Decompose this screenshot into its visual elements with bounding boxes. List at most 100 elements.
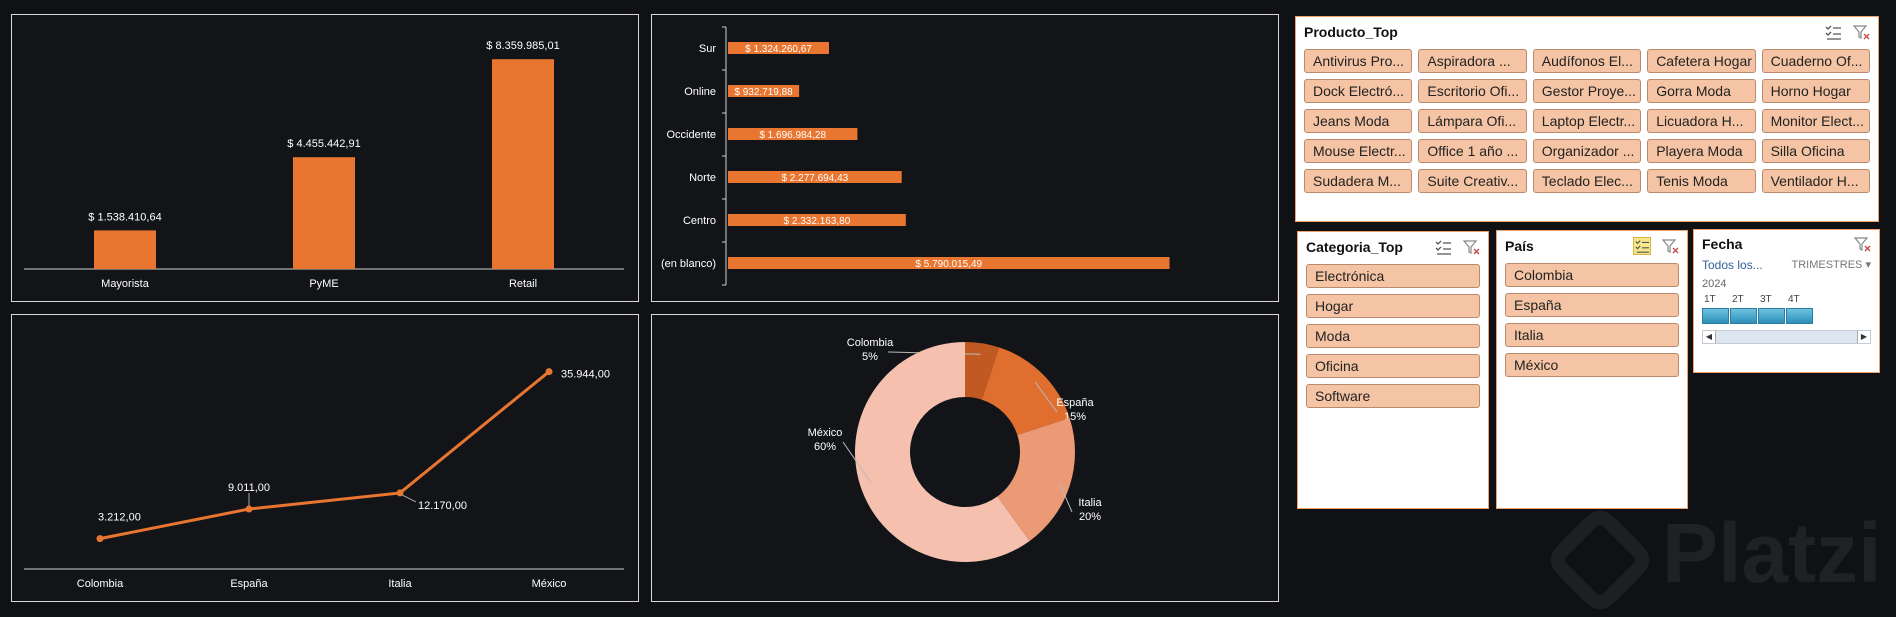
timeline-scrollbar[interactable]: ◀ ▶ — [1702, 330, 1871, 344]
slice-category-label: Italia — [1078, 497, 1102, 509]
data-point — [396, 489, 404, 497]
slice-category-label: México — [808, 427, 843, 439]
slicer-item[interactable]: Teclado Elec... — [1532, 169, 1642, 193]
slicer-item[interactable]: Mouse Electr... — [1304, 139, 1413, 163]
slicer-item[interactable]: Electrónica — [1306, 264, 1480, 288]
data-point — [545, 368, 553, 376]
watermark-text: Platzi — [1662, 506, 1882, 600]
slicer-header: País — [1497, 231, 1687, 261]
slicer-header: Producto_Top — [1296, 17, 1878, 47]
clear-filter-icon[interactable] — [1462, 238, 1480, 256]
slicer-item[interactable]: Italia — [1505, 323, 1679, 347]
bar-value-label: $ 5.790.015,49 — [915, 259, 982, 270]
timeline-quarters: 1T 2T 3T 4T — [1702, 294, 1871, 330]
bar-value-label: $ 932.719,88 — [734, 87, 793, 98]
slice-category-label: Colombia — [847, 337, 894, 349]
slicer-item[interactable]: Laptop Electr... — [1532, 109, 1642, 133]
bar — [728, 85, 800, 97]
timeline-level-dropdown[interactable]: TRIMESTRES ▾ — [1791, 259, 1872, 271]
slicer-item[interactable]: Sudadera M... — [1304, 169, 1413, 193]
producto-slicer: Producto_Top Antivirus Pro... Aspiradora … — [1295, 16, 1879, 222]
slicer-items: Electrónica Hogar Moda Oficina Software — [1298, 262, 1488, 416]
slicer-item[interactable]: Oficina — [1306, 354, 1480, 378]
slicer-item[interactable]: Lámpara Ofi... — [1418, 109, 1527, 133]
scroll-right-icon[interactable]: ▶ — [1857, 331, 1870, 343]
data-value-label: 9.011,00 — [228, 482, 270, 494]
data-point — [245, 505, 253, 513]
bar — [728, 128, 858, 140]
slicer-item[interactable]: Moda — [1306, 324, 1480, 348]
categoria-slicer: Categoria_Top Electrónica Hogar Moda Oficin… — [1297, 231, 1489, 509]
donut-slice — [981, 347, 1070, 436]
slicer-item[interactable]: Silla Oficina — [1761, 139, 1870, 163]
quarter-bar[interactable] — [1730, 308, 1757, 324]
category-label: España — [230, 578, 268, 590]
slicer-item[interactable]: Jeans Moda — [1304, 109, 1413, 133]
category-label: Colombia — [77, 578, 124, 590]
quarter-bar[interactable] — [1702, 308, 1729, 324]
slicer-item[interactable]: Dock Electró... — [1304, 79, 1413, 103]
slicer-item[interactable]: Licuadora H... — [1647, 109, 1756, 133]
slicer-item[interactable]: Aspiradora ... — [1418, 49, 1527, 73]
slicer-title: Categoria_Top — [1306, 239, 1403, 255]
category-label: Online — [684, 86, 716, 98]
quarter-bar[interactable] — [1758, 308, 1785, 324]
slicer-item[interactable]: Antivirus Pro... — [1304, 49, 1413, 73]
multi-select-icon[interactable] — [1633, 237, 1651, 255]
slice-percent-label: 5% — [862, 351, 878, 363]
donut-slice — [997, 418, 1075, 541]
timeline-selection: Todos los... — [1702, 258, 1763, 272]
timeline-year: 2024 — [1702, 278, 1727, 290]
category-label: Mayorista — [101, 278, 150, 290]
slicer-title: País — [1505, 238, 1534, 254]
slicer-item[interactable]: Audífonos El... — [1532, 49, 1642, 73]
slicer-item[interactable]: Organizador ... — [1532, 139, 1642, 163]
bar-chart-panel: $ 1.538.410,64 Mayorista $ 4.455.442,91 PyM… — [11, 14, 639, 302]
scroll-left-icon[interactable]: ◀ — [1703, 331, 1716, 343]
slicer-item[interactable]: Colombia — [1505, 263, 1679, 287]
bar-value-label: $ 1.538.410,64 — [88, 211, 161, 223]
slicer-item[interactable]: Software — [1306, 384, 1480, 408]
bar — [728, 214, 906, 226]
slicer-item[interactable]: Monitor Elect... — [1761, 109, 1870, 133]
slicer-item[interactable]: Horno Hogar — [1761, 79, 1870, 103]
bar — [728, 171, 902, 183]
data-value-label: 12.170,00 — [418, 500, 467, 512]
quarter-label: 3T — [1760, 294, 1772, 305]
slicer-item[interactable]: Ventilador H... — [1761, 169, 1870, 193]
category-label: México — [532, 578, 567, 590]
category-label: Occidente — [666, 129, 716, 141]
slicer-item[interactable]: Cuaderno Of... — [1761, 49, 1870, 73]
clear-filter-icon[interactable] — [1852, 23, 1870, 41]
platzi-logo-icon — [1543, 503, 1657, 617]
slicer-item[interactable]: México — [1505, 353, 1679, 377]
category-label: Italia — [388, 578, 412, 590]
slicer-item[interactable]: Hogar — [1306, 294, 1480, 318]
data-point — [96, 535, 104, 543]
multi-select-icon[interactable] — [1824, 23, 1842, 41]
vertical-bar-chart: $ 1.538.410,64 Mayorista $ 4.455.442,91 PyM… — [24, 40, 624, 290]
bar-value-label: $ 8.359.985,01 — [486, 40, 559, 52]
horizontal-bar-chart-panel: $ 1.324.260,67 Sur $ 932.719,88 Online $ 1.6… — [651, 14, 1279, 302]
multi-select-icon[interactable] — [1434, 238, 1452, 256]
slicer-item[interactable]: Tenis Moda — [1647, 169, 1756, 193]
slicer-item[interactable]: Suite Creativ... — [1418, 169, 1527, 193]
quarter-label: 2T — [1732, 294, 1744, 305]
category-label: Sur — [699, 43, 716, 55]
slicer-item[interactable]: Cafetera Hogar — [1647, 49, 1756, 73]
slicer-item[interactable]: Playera Moda — [1647, 139, 1756, 163]
slicer-header: Categoria_Top — [1298, 232, 1488, 262]
bar-value-label: $ 2.277.694,43 — [781, 173, 848, 184]
clear-filter-icon[interactable] — [1661, 237, 1679, 255]
quarter-bar[interactable] — [1786, 308, 1813, 324]
slicer-item[interactable]: España — [1505, 293, 1679, 317]
slicer-item[interactable]: Office 1 año ... — [1418, 139, 1527, 163]
clear-filter-icon[interactable] — [1853, 235, 1871, 253]
leader-line — [842, 441, 872, 483]
category-label: Centro — [683, 215, 716, 227]
slicer-item[interactable]: Gestor Proye... — [1532, 79, 1642, 103]
slicer-item[interactable]: Gorra Moda — [1647, 79, 1756, 103]
slicer-item[interactable]: Escritorio Ofi... — [1418, 79, 1527, 103]
slice-percent-label: 20% — [1079, 511, 1101, 523]
